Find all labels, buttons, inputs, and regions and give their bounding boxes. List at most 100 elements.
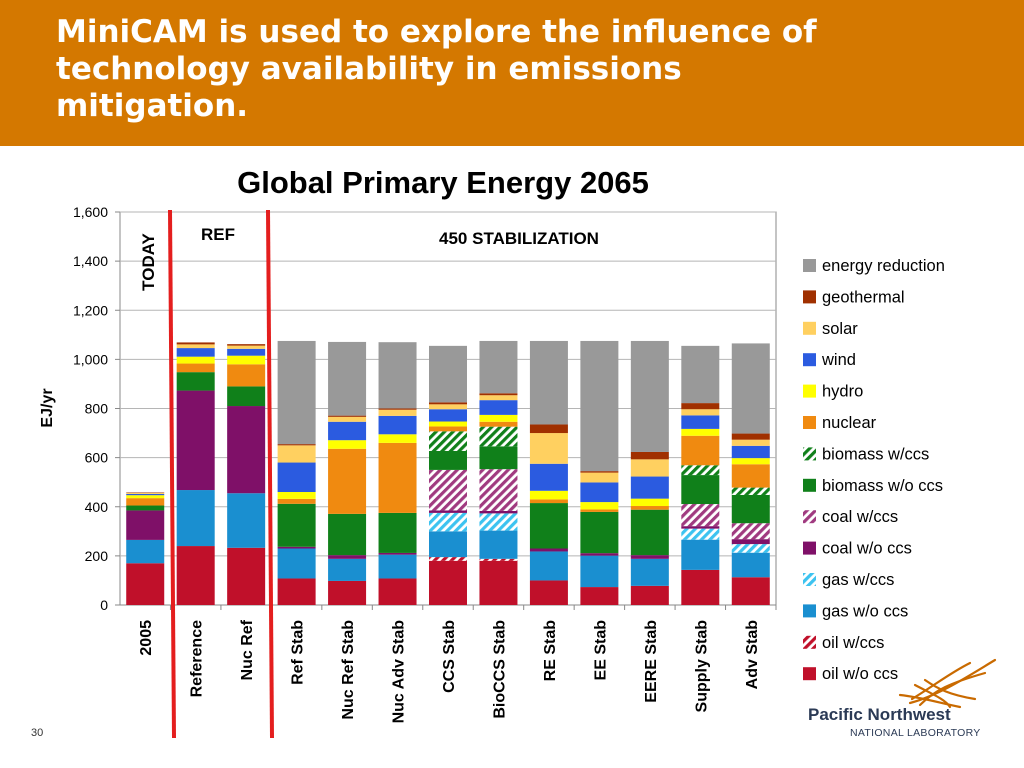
- bar-segment: [277, 340, 316, 445]
- bar-segment: [378, 415, 417, 435]
- legend-item: oil w/o ccs: [803, 665, 898, 683]
- bar-segment: [731, 494, 770, 524]
- x-axis-ticks: 2005 Reference Nuc Ref Ref Stab Nuc Ref Stab…: [138, 605, 777, 724]
- x-tick-label: RE Stab: [542, 620, 559, 682]
- bars: [126, 340, 770, 605]
- y-tick-label: 1,400: [73, 253, 108, 269]
- x-tick-label: Reference: [189, 620, 206, 697]
- bar-segment: [479, 426, 518, 447]
- legend-item: coal w/ccs: [803, 508, 898, 526]
- legend-swatch: [803, 259, 816, 272]
- bar-segment: [378, 434, 417, 443]
- y-tick-label: 400: [85, 499, 109, 515]
- bar-segment: [731, 433, 770, 440]
- bar-segment: [479, 395, 518, 401]
- legend-swatch: [803, 321, 816, 335]
- legend-label: biomass w/o ccs: [822, 477, 943, 495]
- legend-swatch: [803, 573, 816, 586]
- bar-segment: [277, 546, 316, 549]
- bar-segment: [277, 492, 316, 499]
- logo-mark-icon: [898, 658, 997, 709]
- bar-segment: [429, 404, 467, 410]
- bar-segment: [681, 528, 720, 540]
- bar-segment: [126, 498, 165, 506]
- bar-segment: [681, 504, 720, 527]
- x-tick-label: CCS Stab: [441, 620, 458, 693]
- bar-segment: [630, 506, 669, 510]
- bar-segment: [328, 415, 367, 417]
- bar-stack: [681, 345, 720, 605]
- legend-item: coal w/o ccs: [803, 540, 912, 558]
- y-axis-label: EJ/yr: [39, 388, 56, 427]
- bar-segment: [681, 475, 720, 505]
- legend-swatch: [803, 510, 816, 524]
- bar-segment: [580, 471, 619, 473]
- legend-item: gas w/o ccs: [803, 602, 908, 620]
- legend-label: wind: [821, 351, 856, 369]
- bar-segment: [227, 345, 266, 349]
- bar-segment: [227, 386, 266, 407]
- bar-segment: [529, 490, 568, 500]
- bar-segment: [429, 409, 467, 422]
- legend-swatch: [803, 667, 816, 681]
- legend-label: geothermal: [822, 288, 905, 306]
- x-tick-label: EE Stab: [592, 620, 609, 681]
- bar-stack: [277, 340, 316, 605]
- bar-segment: [378, 554, 417, 579]
- legend-item: biomass w/ccs: [803, 445, 929, 463]
- bar-segment: [328, 440, 367, 449]
- x-tick-label: EERE Stab: [643, 620, 660, 703]
- bar-segment: [681, 465, 720, 476]
- legend-label: oil w/ccs: [822, 634, 884, 652]
- bar-segment: [227, 364, 266, 387]
- bar-segment: [479, 530, 518, 559]
- bar-segment: [479, 558, 518, 561]
- chart-title: Global Primary Energy 2065: [237, 165, 649, 200]
- bar-segment: [681, 345, 720, 404]
- x-tick-label: Nuc Adv Stab: [391, 620, 408, 724]
- bar-segment: [529, 580, 568, 605]
- bar-segment: [479, 560, 518, 605]
- bar-segment: [227, 547, 266, 605]
- bar-segment: [630, 459, 669, 477]
- bar-segment: [731, 445, 770, 459]
- bar-segment: [277, 462, 316, 493]
- bar-segment: [681, 403, 720, 410]
- logo-line2: NATIONAL LABORATORY: [850, 727, 981, 739]
- legend-item: energy reduction: [803, 257, 945, 275]
- bar-segment: [479, 400, 518, 415]
- bar-segment: [176, 344, 215, 349]
- x-tick-label: Nuc Ref Stab: [340, 620, 357, 720]
- y-tick-label: 800: [85, 401, 109, 417]
- bar-segment: [580, 553, 619, 556]
- legend: energy reduction geothermal solar wind hydro…: [803, 257, 945, 683]
- bar-segment: [630, 558, 669, 586]
- bar-segment: [176, 342, 215, 345]
- bar-segment: [328, 555, 367, 559]
- bar-segment: [479, 513, 518, 531]
- x-tick-label: 2005: [138, 620, 155, 656]
- bar-segment: [176, 363, 215, 373]
- bar-segment: [126, 539, 165, 564]
- bar-segment: [277, 503, 316, 547]
- bar-segment: [429, 402, 467, 405]
- annotations: TODAY REF 450 STABILIZATION: [139, 209, 599, 739]
- legend-label: biomass w/ccs: [822, 445, 929, 463]
- bar-segment: [176, 348, 215, 357]
- legend-swatch: [803, 290, 816, 304]
- bar-segment: [126, 492, 165, 494]
- bar-segment: [277, 444, 316, 446]
- bar-segment: [429, 512, 467, 532]
- bar-segment: [429, 421, 467, 427]
- legend-swatch: [803, 604, 816, 618]
- bar-segment: [378, 409, 417, 416]
- bar-segment: [479, 446, 518, 470]
- bar-segment: [580, 555, 619, 588]
- legend-swatch: [803, 478, 816, 492]
- bar-segment: [731, 343, 770, 434]
- bar-segment: [277, 445, 316, 463]
- bar-segment: [529, 503, 568, 549]
- legend-swatch: [803, 447, 816, 461]
- divider-line-today: [168, 209, 176, 739]
- bar-stack: [126, 492, 165, 605]
